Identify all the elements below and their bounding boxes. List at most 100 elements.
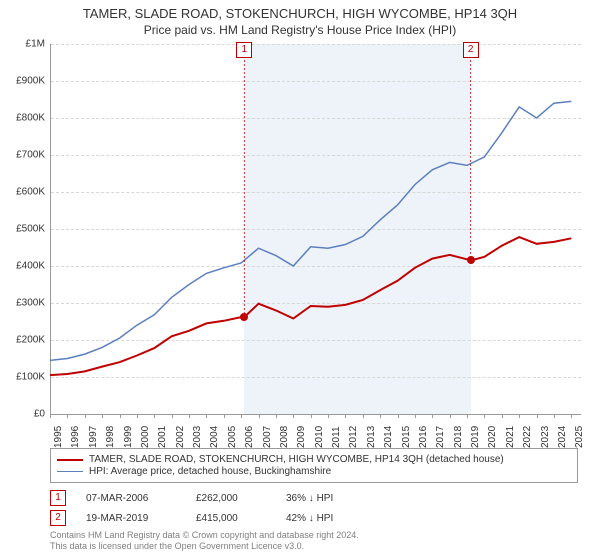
x-tick [345,414,346,418]
sale-dot-2 [467,256,475,264]
y-axis-label: £200K [16,335,45,346]
x-tick [519,414,520,418]
x-axis-label: 2009 [296,426,307,448]
x-tick [537,414,538,418]
sale-marker-1: 1 [50,490,66,506]
attribution-footer: Contains HM Land Registry data © Crown c… [50,530,359,553]
legend-swatch-hpi [57,471,83,472]
x-axis-label: 2021 [505,426,516,448]
x-axis-label: 2005 [227,426,238,448]
x-tick [50,414,51,418]
series-property [50,237,571,375]
x-tick [154,414,155,418]
footer-line-2: This data is licensed under the Open Gov… [50,541,359,552]
sale-flag-2: 2 [463,42,479,58]
x-axis-label: 2019 [470,426,481,448]
x-axis-label: 2022 [522,426,533,448]
legend-label-hpi: HPI: Average price, detached house, Buck… [89,466,331,477]
x-tick [571,414,572,418]
x-tick [293,414,294,418]
x-tick [398,414,399,418]
chart-title-address: TAMER, SLADE ROAD, STOKENCHURCH, HIGH WY… [0,0,600,21]
legend-item-hpi: HPI: Average price, detached house, Buck… [57,466,571,477]
x-tick [484,414,485,418]
x-axis-label: 2010 [314,426,325,448]
x-tick [241,414,242,418]
sale-marker-2: 2 [50,510,66,526]
sale-dot-1 [240,313,248,321]
sale-date-2: 19-MAR-2019 [86,513,176,524]
sale-price-1: £262,000 [196,493,266,504]
x-tick [137,414,138,418]
x-tick [311,414,312,418]
x-tick [85,414,86,418]
x-axis-label: 2013 [366,426,377,448]
x-axis-label: 2011 [331,426,342,448]
y-axis-label: £500K [16,224,45,235]
x-tick [328,414,329,418]
x-tick [432,414,433,418]
x-axis-label: 2020 [487,426,498,448]
x-tick [380,414,381,418]
x-axis-label: 2004 [209,426,220,448]
x-axis-label: 2024 [557,426,568,448]
x-axis-label: 2007 [262,426,273,448]
x-tick [363,414,364,418]
legend-box: TAMER, SLADE ROAD, STOKENCHURCH, HIGH WY… [50,448,578,483]
x-axis-label: 2000 [140,426,151,448]
x-axis-label: 1998 [105,426,116,448]
x-axis-label: 2006 [244,426,255,448]
footer-line-1: Contains HM Land Registry data © Crown c… [50,530,359,541]
sale-relative-2: 42% ↓ HPI [286,513,366,524]
x-tick [120,414,121,418]
x-tick [102,414,103,418]
sale-relative-1: 36% ↓ HPI [286,493,366,504]
legend-item-property: TAMER, SLADE ROAD, STOKENCHURCH, HIGH WY… [57,454,571,465]
x-axis-label: 2002 [175,426,186,448]
sales-table: 1 07-MAR-2006 £262,000 36% ↓ HPI 2 19-MA… [50,490,366,530]
y-axis-label: £0 [34,409,45,420]
x-tick [415,414,416,418]
x-tick [224,414,225,418]
x-tick [172,414,173,418]
x-axis-label: 1996 [70,426,81,448]
x-tick [450,414,451,418]
x-tick [67,414,68,418]
x-axis-label: 2025 [574,426,585,448]
sale-flag-1: 1 [236,42,252,58]
x-axis-label: 2023 [540,426,551,448]
sale-price-2: £415,000 [196,513,266,524]
sale-date-1: 07-MAR-2006 [86,493,176,504]
y-axis-label: £900K [16,76,45,87]
y-axis-label: £100K [16,372,45,383]
x-axis-label: 2012 [348,426,359,448]
x-tick [189,414,190,418]
x-tick [467,414,468,418]
y-axis-label: £800K [16,113,45,124]
x-axis-label: 2018 [453,426,464,448]
chart-subtitle: Price paid vs. HM Land Registry's House … [0,21,600,37]
legend-swatch-property [57,459,83,461]
x-axis-label: 2015 [401,426,412,448]
x-tick [259,414,260,418]
x-axis-label: 2014 [383,426,394,448]
x-tick [206,414,207,418]
x-axis-label: 1995 [53,426,64,448]
series-hpi [50,101,571,360]
table-row: 2 19-MAR-2019 £415,000 42% ↓ HPI [50,510,366,526]
x-axis-label: 1997 [88,426,99,448]
y-axis-label: £400K [16,261,45,272]
y-axis-label: £300K [16,298,45,309]
y-axis-label: £600K [16,187,45,198]
y-axis-label: £700K [16,150,45,161]
y-axis-label: £1M [26,39,45,50]
x-axis-label: 2001 [157,426,168,448]
x-tick [502,414,503,418]
x-axis-label: 1999 [123,426,134,448]
x-tick [554,414,555,418]
x-axis-label: 2008 [279,426,290,448]
line-series-svg [50,44,580,414]
chart-plot-area: £0£100K£200K£300K£400K£500K£600K£700K£80… [50,44,580,414]
x-axis-label: 2016 [418,426,429,448]
x-tick [276,414,277,418]
